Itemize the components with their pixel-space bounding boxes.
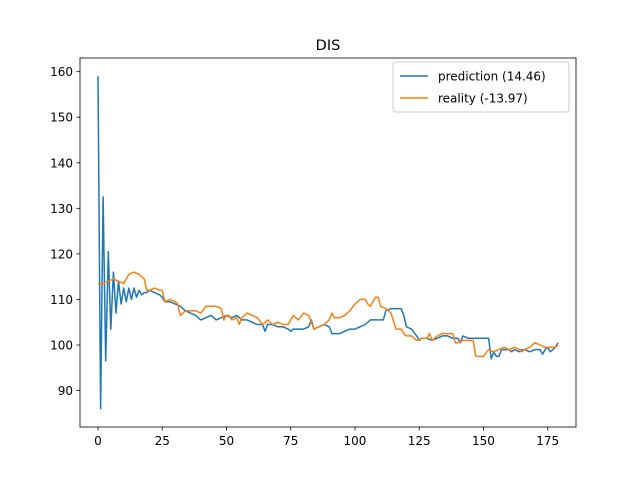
x-tick-label: 150 xyxy=(472,434,495,448)
x-tick-label: 50 xyxy=(219,434,234,448)
series-line-1 xyxy=(98,271,559,358)
y-tick-label: 100 xyxy=(50,339,73,353)
x-tick-label: 0 xyxy=(94,434,102,448)
chart-title: DIS xyxy=(316,38,341,54)
legend-label-0: prediction (14.46) xyxy=(438,70,546,84)
y-tick-label: 130 xyxy=(50,202,73,216)
plot-area xyxy=(79,57,577,428)
legend-box xyxy=(392,61,570,113)
y-tick-label: 90 xyxy=(58,384,73,398)
x-tick-label: 25 xyxy=(155,434,170,448)
legend: prediction (14.46) reality (-13.97) xyxy=(392,61,570,113)
x-tick-label: 75 xyxy=(283,434,298,448)
y-tick-label: 160 xyxy=(50,65,73,79)
x-tick-label: 100 xyxy=(344,434,367,448)
x-tick-label: 125 xyxy=(408,434,431,448)
y-axis: 90 100 110 120 130 140 150 160 xyxy=(50,65,80,398)
series-line-0 xyxy=(97,76,559,410)
y-tick-label: 140 xyxy=(50,156,73,170)
y-tick-label: 110 xyxy=(50,293,73,307)
x-axis: 0 25 50 75 100 125 150 175 xyxy=(94,427,559,448)
x-tick-label: 175 xyxy=(536,434,559,448)
legend-label-1: reality (-13.97) xyxy=(438,92,528,106)
plot-frame xyxy=(79,57,577,428)
y-tick-label: 150 xyxy=(50,111,73,125)
y-tick-label: 120 xyxy=(50,247,73,261)
